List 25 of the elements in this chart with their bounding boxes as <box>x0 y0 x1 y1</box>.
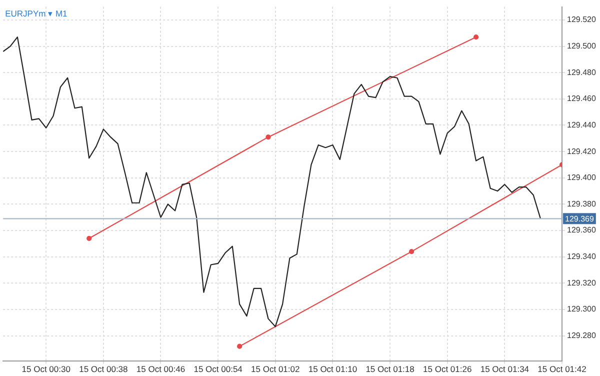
y-tick-label: 129.280 <box>567 331 596 340</box>
x-tick-label: 15 Oct 01:10 <box>308 364 358 374</box>
y-tick-label: 129.420 <box>567 146 596 156</box>
x-tick-label: 15 Oct 01:34 <box>480 364 530 374</box>
y-tick-label: 129.340 <box>567 252 596 262</box>
y-tick-label: 129.320 <box>567 278 596 288</box>
y-tick-label: 129.360 <box>567 226 596 235</box>
x-tick-label: 15 Oct 01:42 <box>538 364 587 374</box>
x-tick-label: 15 Oct 00:54 <box>194 364 243 374</box>
y-tick-label: 129.380 <box>567 199 596 208</box>
x-tick-label: 15 Oct 00:46 <box>136 364 186 374</box>
chart-title: EURJPYm ▾ M1 <box>5 8 68 18</box>
x-tick-label: 15 Oct 00:30 <box>22 364 71 374</box>
x-tick-label: 15 Oct 01:26 <box>423 364 472 374</box>
x-tick-label: 15 Oct 01:18 <box>366 364 415 374</box>
y-tick-label: 129.400 <box>567 173 596 182</box>
y-tick-label: 129.500 <box>567 41 596 50</box>
x-tick-label: 15 Oct 00:38 <box>79 364 128 374</box>
y-tick-label: 129.440 <box>567 120 596 130</box>
x-tick-label: 15 Oct 01:02 <box>251 364 300 374</box>
y-tick-label: 129.300 <box>567 304 596 314</box>
y-tick-label: 129.480 <box>567 68 596 77</box>
y-tick-label: 129.520 <box>567 15 596 24</box>
ref-line-label: 129.369 <box>565 214 594 224</box>
y-tick-label: 129.460 <box>567 94 596 104</box>
